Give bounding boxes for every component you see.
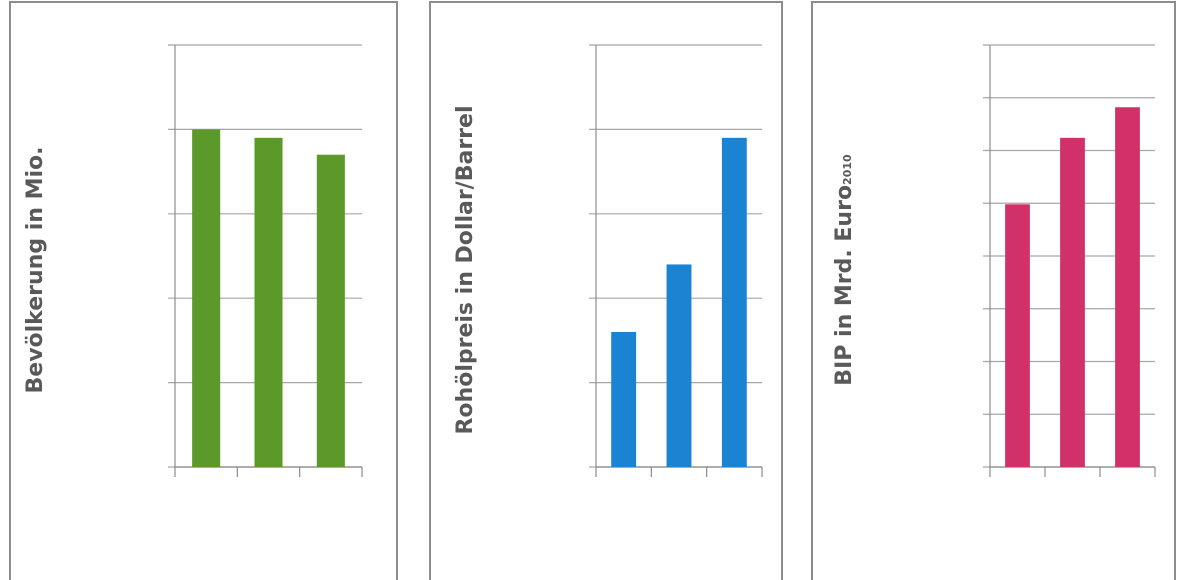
chart-0-y-axis-title-text: Bevölkerung in Mio.: [23, 147, 48, 394]
chart-1-bar-2010: [611, 331, 637, 467]
chart-2-bar-2050: [1115, 107, 1140, 468]
chart-0-bar-2010: [192, 129, 221, 467]
chart-1-frame: [429, 1, 783, 580]
chart-0-frame: [9, 1, 398, 580]
chart-2-y-axis-title-text: BIP in Mrd. Euro: [832, 185, 857, 386]
chart-1-bar-2030: [666, 264, 692, 467]
chart-1-y-axis-title: Rohölpreis in Dollar/Barrel: [453, 105, 478, 434]
chart-2-bar-2030: [1060, 137, 1085, 467]
chart-2-frame: [811, 1, 1176, 580]
chart-0-bar-2030: [254, 137, 283, 467]
chart-1-bar-2050: [721, 137, 747, 467]
chart-2-bar-2010: [1005, 204, 1030, 467]
chart-0-bar-2050: [316, 154, 345, 467]
chart-0-y-axis-title: Bevölkerung in Mio.: [23, 147, 48, 394]
chart-1-y-axis-title-text: Rohölpreis in Dollar/Barrel: [453, 105, 478, 434]
chart-2-y-axis-title-subscript: 2010: [841, 154, 854, 185]
chart-2-y-axis-title: BIP in Mrd. Euro2010: [832, 154, 857, 386]
